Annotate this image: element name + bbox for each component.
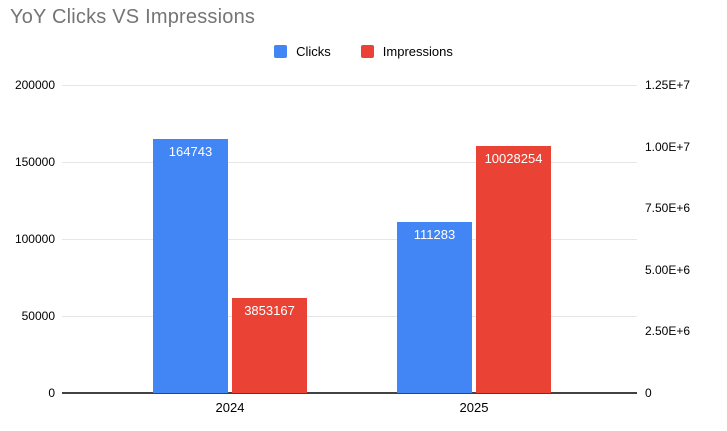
legend-label-clicks: Clicks [296, 43, 331, 59]
gridline [62, 162, 637, 163]
bar-value-label: 111283 [413, 227, 456, 242]
legend-label-impressions: Impressions [382, 43, 453, 59]
gridline [62, 239, 637, 240]
x-axis-category-label: 2024 [215, 400, 245, 415]
x-axis-category-label: 2025 [459, 400, 489, 415]
bar-clicks-2024: 164743 [153, 139, 228, 393]
bar-clicks-2025: 111283 [397, 222, 472, 393]
y-axis-left-tick-label: 100000 [14, 232, 55, 246]
legend-item-clicks: Clicks [274, 44, 331, 59]
legend-item-impressions: Impressions [360, 43, 453, 59]
bar-impressions-2024: 3853167 [232, 298, 307, 393]
y-axis-right-tick-label: 1.25E+7 [645, 78, 691, 92]
legend: Clicks Impressions [0, 42, 727, 60]
gridline [62, 316, 637, 317]
gridline [62, 85, 637, 86]
bar-value-label: 10028254 [484, 151, 543, 166]
y-axis-left-tick-label: 50000 [21, 309, 55, 323]
bar-impressions-2025: 10028254 [476, 146, 551, 393]
chart-title: YoY Clicks VS Impressions [10, 6, 256, 28]
y-axis-right-tick-label: 2.50E+6 [645, 324, 691, 338]
impressions-swatch-icon [360, 44, 374, 58]
bar-value-label: 164743 [168, 144, 213, 159]
bar-value-label: 3853167 [244, 303, 295, 318]
y-axis-right-tick-label: 0 [645, 386, 652, 400]
y-axis-right-tick-label: 1.00E+7 [645, 140, 691, 154]
plot-area: 164743 3853167 111283 10028254 [62, 85, 637, 394]
y-axis-left-tick-label: 200000 [14, 78, 55, 92]
clicks-swatch-icon [274, 44, 288, 58]
y-axis-left-tick-label: 0 [48, 386, 55, 400]
y-axis-right-tick-label: 5.00E+6 [645, 263, 691, 277]
y-axis-right-tick-label: 7.50E+6 [645, 201, 691, 215]
y-axis-left-tick-label: 150000 [14, 155, 55, 169]
x-axis-line [62, 392, 637, 394]
